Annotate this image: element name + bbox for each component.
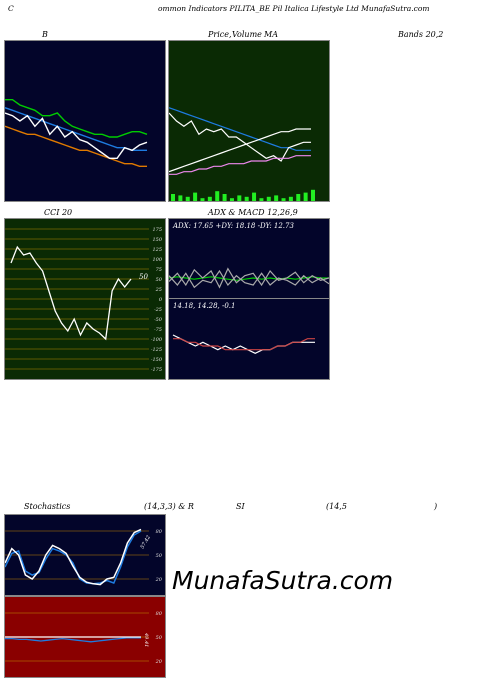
stochastics-tick-label-0: 80 [156, 529, 163, 535]
label-ma: MA [264, 30, 278, 39]
label-cci: CCI 20 [44, 208, 73, 217]
label-b: B [42, 30, 48, 39]
volume-bar [229, 198, 234, 201]
label-si: SI [236, 502, 245, 511]
watermark: MunafaSutra.com [172, 566, 394, 595]
stoch-value-label: 57.42 [140, 535, 152, 550]
volume-bar [266, 196, 271, 201]
stochastics-tick-label-2: 20 [155, 577, 163, 583]
adx-readout: ADX: 17.65 +DY: 18.18 -DY: 12.73 [173, 222, 294, 230]
stoch-panel: 80 50 20 57.42 [4, 514, 166, 596]
adx-series-0 [169, 276, 329, 281]
price-volume-ma-series-3 [169, 155, 311, 175]
price-volume-ma-series-1 [169, 112, 311, 162]
volume-bar [215, 191, 220, 201]
volume-bar [178, 195, 183, 201]
stoch-chart: 80 50 20 57.42 [5, 528, 163, 586]
stochastics-series-0 [5, 530, 142, 585]
price-chart [169, 107, 315, 201]
bollinger-bands-series-3 [5, 112, 148, 160]
volume-bar [244, 196, 249, 201]
volume-bar [171, 194, 175, 201]
stochastics-series-1 [5, 528, 142, 586]
rsi-tick-label-2: 20 [155, 659, 163, 665]
label-rsi-params: (14,5 [326, 502, 347, 511]
cci-value-label: 50 [139, 273, 148, 281]
cci-tick-label-12: -125 [151, 347, 162, 353]
cci-tick-label-3: 100 [152, 257, 162, 263]
bollinger-bands-series-2 [5, 125, 147, 168]
rsi-panel: 80 50 20 49.41 [4, 596, 166, 678]
cci-tick-label-8: -25 [154, 307, 162, 313]
macd-chart [172, 334, 315, 354]
macd-readout: 14.18, 14.28, -0.1 [173, 302, 236, 310]
volume-bar [193, 192, 198, 201]
volume-bar [311, 189, 315, 201]
cci-series-0 [10, 245, 132, 341]
macd-series-1 [173, 338, 315, 351]
label-volume: Volume [232, 30, 262, 39]
cci-tick-label-14: -175 [151, 367, 162, 373]
bollinger-chart [5, 99, 148, 168]
cci-chart: 175 150 125 100 75 50 25 0 -25 -50 -75 -100 -125 -150… [5, 227, 163, 373]
rsi-chart: 80 50 20 49.41 [5, 611, 163, 665]
bollinger-bands-series-1 [5, 107, 147, 152]
cci-tick-label-10: -75 [154, 327, 162, 333]
label-bands: Bands 20,2 [398, 30, 444, 39]
cci-tick-label-11: -100 [151, 337, 163, 343]
adx-series-2 [169, 269, 329, 289]
volume-bar [281, 198, 286, 201]
volume-bar [259, 198, 264, 201]
rsi-series-0 [5, 637, 141, 643]
rsi-value-label: 49.41 [143, 632, 149, 647]
cci-tick-label-6: 25 [155, 287, 162, 293]
cci-tick-label-7: 0 [159, 297, 163, 303]
label-rsi-close: ) [434, 502, 438, 511]
volume-bar [296, 194, 301, 201]
cci-tick-label-1: 150 [152, 237, 162, 243]
stochastics-tick-label-1: 50 [156, 553, 163, 559]
adx-chart [169, 267, 329, 289]
volume-bar [237, 195, 242, 201]
cci-tick-label-2: 125 [152, 247, 162, 253]
volume-bar [252, 192, 257, 201]
header-title: ommon Indicators PILITA_BE Pil Italica L… [158, 4, 430, 13]
volume-bar [303, 192, 308, 201]
macd-series-0 [172, 334, 315, 354]
price-panel [168, 40, 330, 202]
cci-panel: 175 150 125 100 75 50 25 0 -25 -50 -75 -100 -125 -150… [4, 218, 166, 380]
volume-bar [288, 196, 293, 201]
bollinger-bands-series-0 [5, 99, 148, 138]
cci-tick-label-5: 50 [156, 277, 163, 283]
cci-tick-label-4: 75 [156, 267, 162, 273]
volume-bar [207, 196, 212, 201]
volume-bar [200, 198, 205, 201]
price-volume-ma-series-0 [169, 107, 311, 151]
volume-bar [222, 194, 227, 201]
volume-bar [274, 195, 279, 201]
volume-bar [185, 196, 190, 201]
cci-tick-label-13: -150 [151, 357, 163, 363]
label-stoch-params: (14,3,3) & R [144, 502, 194, 511]
macd-panel: 14.18, 14.28, -0.1 [168, 298, 330, 380]
rsi-tick-label-1: 50 [156, 635, 163, 641]
bollinger-panel [4, 40, 166, 202]
label-price: Price, [208, 30, 232, 39]
cci-tick-label-9: -50 [154, 317, 163, 323]
price-volume-ma-series-2 [169, 128, 311, 173]
adx-panel: ADX: 17.65 +DY: 18.18 -DY: 12.73 [168, 218, 330, 300]
adx-series-1 [169, 267, 329, 289]
label-adx: ADX & MACD 12,26,9 [208, 208, 298, 217]
header-left: C [8, 4, 14, 13]
label-stoch: Stochastics [24, 502, 71, 511]
cci-tick-label-0: 175 [152, 227, 162, 233]
rsi-tick-label-0: 80 [156, 611, 163, 617]
